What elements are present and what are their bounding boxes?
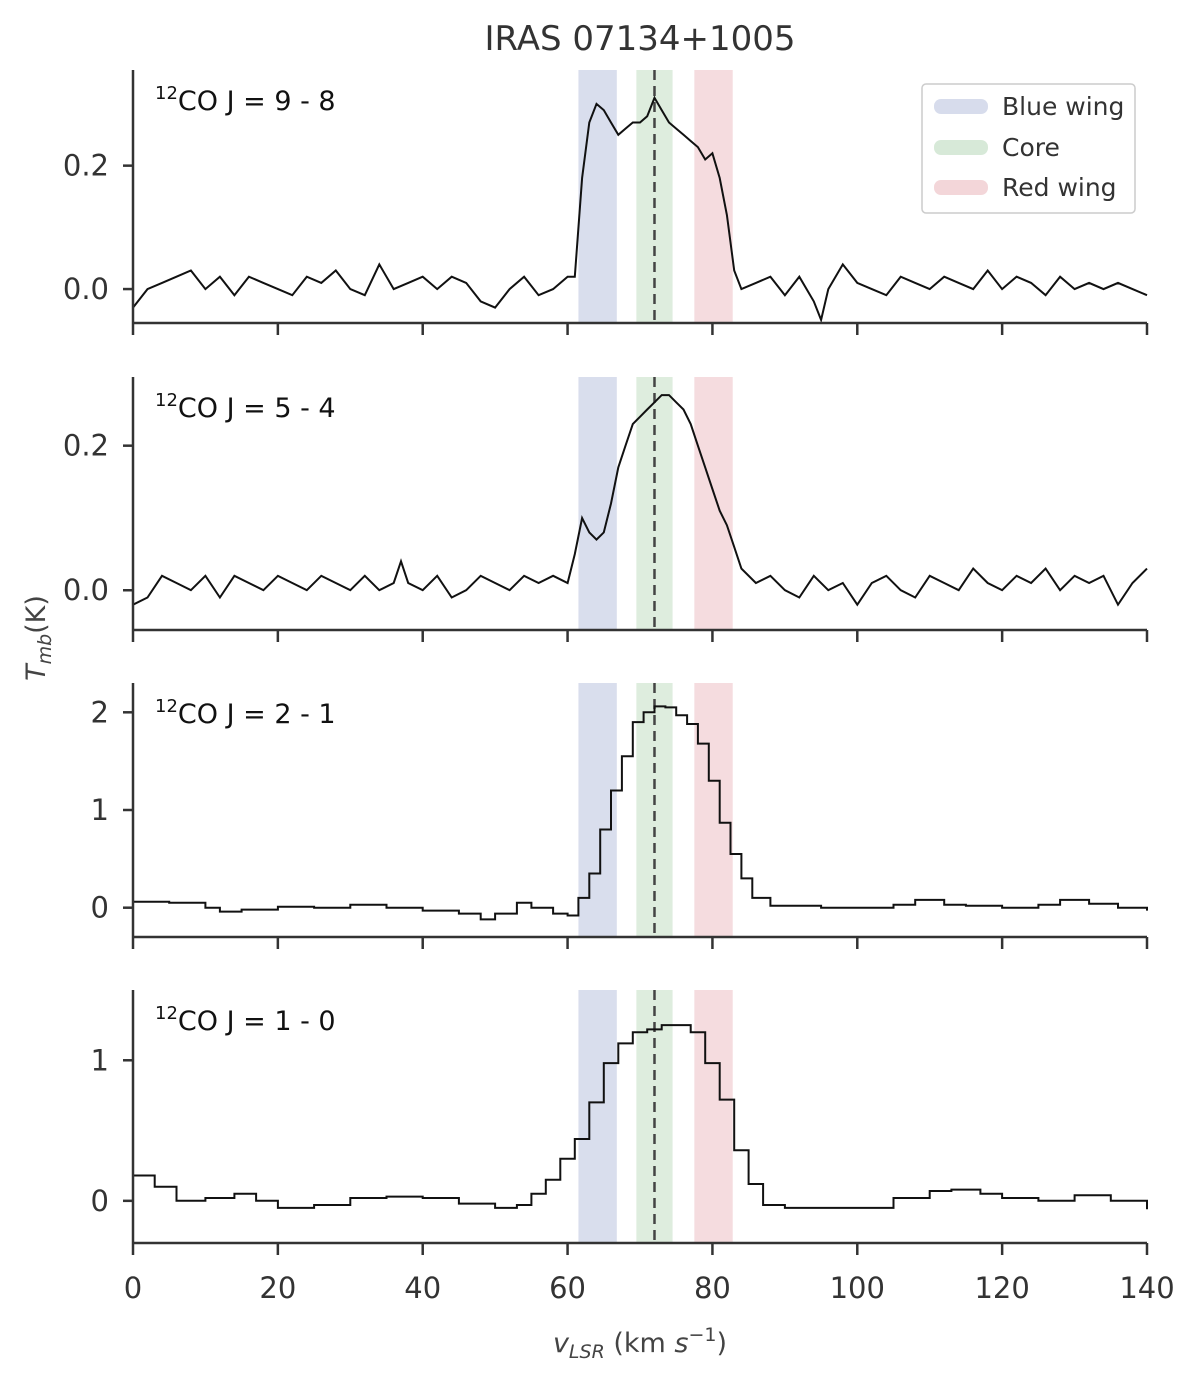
legend-label-blue-wing: Blue wing xyxy=(1002,92,1124,121)
legend-label-red-wing: Red wing xyxy=(1002,173,1117,202)
x-tick-label: 0 xyxy=(124,1271,142,1305)
panel-label: 12CO J = 2 - 1 xyxy=(155,696,336,730)
y-tick-label: 0.0 xyxy=(63,272,109,306)
region-band-red-wing xyxy=(694,990,733,1243)
chart-title: IRAS 07134+1005 xyxy=(484,19,795,59)
y-tick-label: 1 xyxy=(91,1043,109,1077)
panel-label: 12CO J = 1 - 0 xyxy=(155,1003,336,1037)
spectrum-line xyxy=(132,95,1148,324)
x-tick-label: 20 xyxy=(259,1271,296,1305)
y-tick-label: 0.2 xyxy=(63,429,109,463)
spectrum-line xyxy=(132,394,1148,607)
y-tick-label: 0.0 xyxy=(63,573,109,607)
legend-label-core: Core xyxy=(1002,133,1060,162)
panel-1: 0.0 0.2 12CO J = 9 - 8 xyxy=(63,70,1149,335)
spectrum-line xyxy=(133,1024,1148,1210)
x-tick-label: 140 xyxy=(1119,1271,1174,1305)
legend-swatch-blue-wing xyxy=(934,99,988,114)
region-band-blue-wing xyxy=(578,990,617,1243)
x-tick-label: 80 xyxy=(694,1271,731,1305)
region-band-red-wing xyxy=(694,70,733,323)
panel-3: 0 1 2 12CO J = 2 - 1 xyxy=(91,683,1149,949)
panels: 0.0 0.2 12CO J = 9 - 8 0.0 0.2 12CO J = 5 - 4… xyxy=(63,70,1175,1305)
x-tick-label: 120 xyxy=(974,1271,1029,1305)
y-tick-label: 1 xyxy=(91,793,109,827)
y-tick-label: 0.2 xyxy=(63,149,109,183)
x-tick-label: 60 xyxy=(549,1271,586,1305)
legend-swatch-core xyxy=(934,140,988,155)
panel-label: 12CO J = 5 - 4 xyxy=(155,390,336,424)
panel-2: 0.0 0.2 12CO J = 5 - 4 xyxy=(63,377,1149,642)
legend: Blue wing Core Red wing xyxy=(921,83,1136,214)
region-band-red-wing xyxy=(694,683,733,937)
x-tick-label: 100 xyxy=(830,1271,885,1305)
panel-label: 12CO J = 9 - 8 xyxy=(155,83,336,117)
y-tick-label: 2 xyxy=(91,695,109,729)
y-tick-label: 0 xyxy=(91,891,109,925)
x-axis-label: vLSR (km s−1) xyxy=(553,1324,727,1363)
legend-swatch-red-wing xyxy=(934,180,988,195)
spectrum-line xyxy=(133,705,1148,921)
x-tick-label: 40 xyxy=(404,1271,441,1305)
region-band-red-wing xyxy=(694,377,733,630)
region-band-blue-wing xyxy=(578,70,617,323)
y-tick-label: 0 xyxy=(91,1184,109,1218)
y-axis-label: Tmb(K) xyxy=(21,595,56,681)
legend-frame xyxy=(921,83,1136,214)
